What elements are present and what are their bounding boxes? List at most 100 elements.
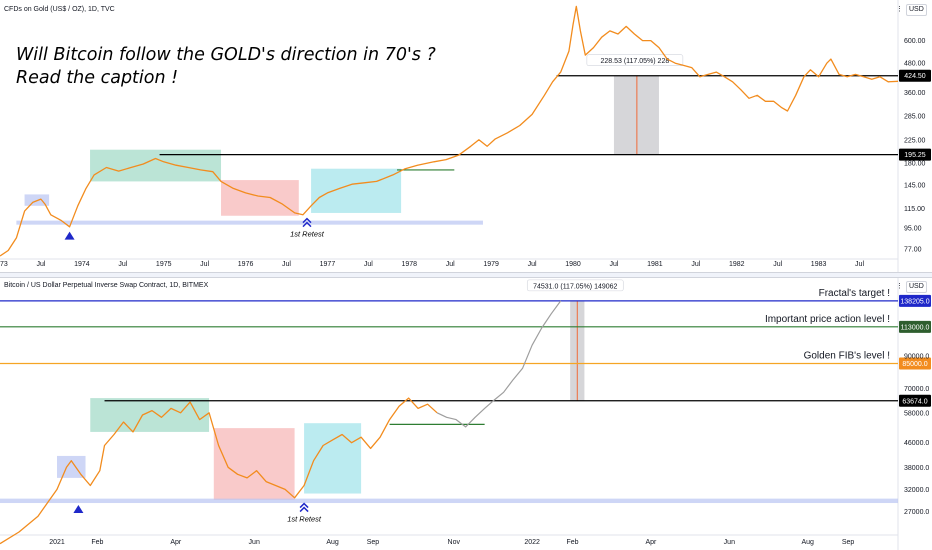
gold-menu-icon[interactable]: ⋮ bbox=[896, 6, 903, 13]
gold-x-tick-15: Jul bbox=[609, 261, 618, 268]
btc-level-badge-label-0: 138205.0 bbox=[900, 298, 929, 305]
gold-y-tick-4: 225.00 bbox=[904, 138, 926, 145]
btc-retest-label: 1st Retest bbox=[287, 515, 322, 524]
btc-measure-label: 74531.0 (117.05%) 149062 bbox=[533, 283, 617, 290]
gold-retest-label: 1st Retest bbox=[290, 230, 325, 239]
btc-level-note-1: Important price action level ! bbox=[765, 314, 890, 325]
gold-x-tick-2: 1974 bbox=[74, 261, 90, 268]
btc-level-badge-2 bbox=[899, 357, 931, 370]
pane-divider[interactable] bbox=[0, 272, 932, 278]
gold-bounce-triangle-icon bbox=[64, 231, 75, 240]
btc-y-tick-5: 32000.0 bbox=[904, 487, 929, 494]
gold-measure-label: 228.53 (117.05%) 228 bbox=[600, 58, 669, 65]
gold-level-badge-label-0: 424.50 bbox=[904, 73, 926, 80]
gold-y-tick-8: 95.00 bbox=[904, 225, 922, 232]
btc-x-tick-9: Apr bbox=[645, 539, 657, 546]
btc-y-tick-3: 46000.0 bbox=[904, 440, 929, 447]
gold-y-tick-9: 77.00 bbox=[904, 247, 922, 254]
gold-y-tick-2: 360.00 bbox=[904, 90, 926, 97]
btc-chart-canvas[interactable]: 74531.0 (117.05%) 149062 138205.0 Fractal'… bbox=[0, 278, 932, 550]
btc-x-tick-0: 2021 bbox=[49, 539, 65, 546]
btc-x-tick-1: Feb bbox=[91, 539, 103, 546]
btc-x-tick-8: Feb bbox=[567, 539, 579, 546]
btc-level-badge-3 bbox=[899, 394, 931, 407]
btc-x-tick-2: Apr bbox=[170, 539, 182, 546]
gold-x-tick-16: 1981 bbox=[647, 261, 663, 268]
btc-y-tick-0: 90000.0 bbox=[904, 354, 929, 361]
gold-x-tick-9: Jul bbox=[364, 261, 373, 268]
gold-y-tick-6: 145.00 bbox=[904, 182, 926, 189]
btc-currency-button[interactable]: USD bbox=[906, 281, 927, 293]
gold-x-tick-8: 1977 bbox=[320, 261, 336, 268]
gold-x-tick-19: Jul bbox=[773, 261, 782, 268]
gold-zone-cyan-3 bbox=[311, 168, 402, 213]
btc-level-badge-label-1: 113000.0 bbox=[901, 324, 930, 331]
gold-symbol-label[interactable]: CFDs on Gold (US$ / OZ), 1D, TVC bbox=[4, 6, 115, 13]
gold-x-tick-21: Jul bbox=[855, 261, 864, 268]
btc-projection-line bbox=[436, 300, 562, 428]
gold-x-tick-10: 1978 bbox=[402, 261, 418, 268]
btc-x-tick-4: Aug bbox=[326, 539, 339, 546]
btc-y-tick-4: 38000.0 bbox=[904, 465, 929, 472]
gold-x-tick-14: 1980 bbox=[565, 261, 581, 268]
btc-zone-red-2 bbox=[213, 428, 295, 500]
btc-bounce-triangle-icon bbox=[73, 504, 84, 513]
btc-level-badge-0 bbox=[899, 294, 931, 307]
btc-x-tick-10: Jun bbox=[724, 539, 735, 546]
gold-x-tick-11: Jul bbox=[446, 261, 455, 268]
btc-level-note-2: Golden FIB's level ! bbox=[804, 351, 890, 362]
gold-zone-red-2 bbox=[221, 180, 299, 216]
caption-line-1: Will Bitcoin follow the GOLD's direction… bbox=[16, 45, 436, 65]
btc-x-tick-5: Sep bbox=[367, 539, 380, 546]
gold-level-badge-label-1: 195.25 bbox=[904, 152, 926, 159]
btc-level-badge-label-2: 85000.0 bbox=[902, 361, 927, 368]
gold-level-badge-0 bbox=[899, 69, 931, 82]
btc-x-tick-3: Jun bbox=[249, 539, 260, 546]
gold-chart-pane: 228.53 (117.05%) 228 424.50 195.25 1st Rete… bbox=[0, 0, 932, 272]
gold-x-tick-7: Jul bbox=[282, 261, 291, 268]
btc-retest-chevron-icon bbox=[299, 502, 309, 513]
btc-zone-cyan-3 bbox=[304, 423, 362, 494]
gold-x-tick-20: 1983 bbox=[811, 261, 827, 268]
btc-price-line bbox=[0, 397, 438, 545]
btc-menu-icon[interactable]: ⋮ bbox=[896, 283, 903, 290]
gold-x-tick-1: Jul bbox=[36, 261, 45, 268]
btc-zone-blue-4 bbox=[0, 498, 898, 504]
btc-x-tick-6: Nov bbox=[448, 539, 461, 546]
btc-measure-label-box bbox=[526, 279, 624, 292]
gold-y-tick-0: 600.00 bbox=[904, 38, 926, 45]
caption-line-2: Read the caption ! bbox=[16, 68, 179, 88]
btc-level-badge-label-3: 63674.0 bbox=[902, 398, 927, 405]
gold-x-tick-18: 1982 bbox=[729, 261, 745, 268]
caption-headline: Will Bitcoin follow the GOLD's direction… bbox=[16, 44, 436, 90]
gold-x-tick-12: 1979 bbox=[483, 261, 499, 268]
gold-x-tick-17: Jul bbox=[691, 261, 700, 268]
gold-measure-label-box bbox=[586, 54, 684, 67]
btc-y-tick-6: 27000.0 bbox=[904, 509, 929, 516]
gold-x-tick-13: Jul bbox=[528, 261, 537, 268]
gold-x-tick-6: 1976 bbox=[238, 261, 254, 268]
gold-x-tick-3: Jul bbox=[118, 261, 127, 268]
btc-x-tick-7: 2022 bbox=[524, 539, 540, 546]
btc-y-tick-2: 58000.0 bbox=[904, 410, 929, 417]
gold-y-tick-7: 115.00 bbox=[904, 206, 925, 213]
gold-x-tick-5: Jul bbox=[200, 261, 209, 268]
gold-chart-canvas[interactable]: 228.53 (117.05%) 228 424.50 195.25 1st Rete… bbox=[0, 0, 932, 272]
btc-x-tick-11: Aug bbox=[801, 539, 814, 546]
btc-chart-pane: 74531.0 (117.05%) 149062 138205.0 Fractal'… bbox=[0, 278, 932, 550]
btc-level-note-0: Fractal's target ! bbox=[819, 288, 890, 299]
gold-level-badge-1 bbox=[899, 148, 931, 161]
gold-currency-button[interactable]: USD bbox=[906, 4, 927, 16]
btc-y-tick-1: 70000.0 bbox=[904, 386, 929, 393]
btc-x-tick-12: Sep bbox=[842, 539, 855, 546]
gold-x-tick-0: 1973 bbox=[0, 261, 8, 268]
gold-price-line bbox=[0, 5, 899, 257]
gold-y-tick-5: 180.00 bbox=[904, 160, 926, 167]
gold-zone-blue-4 bbox=[16, 220, 483, 225]
btc-symbol-label[interactable]: Bitcoin / US Dollar Perpetual Inverse Sw… bbox=[4, 282, 209, 289]
gold-y-tick-3: 285.00 bbox=[904, 114, 926, 121]
btc-level-badge-1 bbox=[899, 320, 931, 333]
gold-x-tick-4: 1975 bbox=[156, 261, 172, 268]
gold-y-tick-1: 480.00 bbox=[904, 61, 926, 68]
gold-retest-chevron-icon bbox=[302, 217, 312, 228]
